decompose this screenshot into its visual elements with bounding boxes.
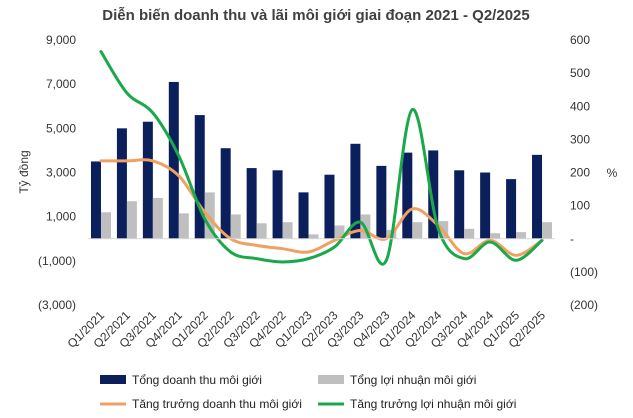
profit-bar (490, 233, 501, 239)
y-left-tick-label: 9,000 (46, 33, 76, 47)
y-left-tick-label: (1,000) (38, 254, 76, 268)
revenue-bar (168, 81, 179, 239)
profit-bar (412, 222, 423, 239)
y-right-tick-label: 200 (570, 166, 590, 180)
profit-bar (542, 222, 553, 239)
revenue-bar (246, 168, 257, 239)
y-right-tick-label: 600 (570, 33, 590, 47)
revenue-bar (376, 165, 387, 239)
profit-bar (516, 232, 527, 239)
revenue-bar (298, 192, 309, 239)
y-right-tick-label: - (570, 232, 574, 246)
y-right-tick-label: (100) (570, 265, 598, 279)
y-right-tick-label: 500 (570, 66, 590, 80)
revenue-bar (350, 143, 361, 239)
y-left-tick-label: 5,000 (46, 121, 76, 135)
revenue-bar (428, 150, 439, 239)
profit-bar (152, 197, 163, 239)
profit-bar (308, 234, 319, 239)
legend-label: Tăng trưởng lợi nhuận môi giới (350, 397, 516, 411)
legend-swatch (100, 375, 126, 384)
revenue-bar (90, 161, 101, 239)
y-right-tick-label: 300 (570, 132, 590, 146)
y-right-tick-label: 100 (570, 199, 590, 213)
profit-bar (178, 213, 189, 239)
profit-bar (126, 201, 137, 239)
profit-bar (256, 223, 267, 239)
revenue-bar (272, 170, 283, 239)
profit-bar (230, 214, 241, 239)
revenue-bar (324, 174, 335, 239)
y-left-tick-label: 7,000 (46, 77, 76, 91)
plot-area (90, 50, 553, 266)
profit-growth-line (99, 50, 544, 266)
profit-bar (204, 192, 215, 239)
revenue-bar (532, 154, 543, 239)
profit-bar (282, 222, 293, 239)
revenue-bar (194, 115, 205, 239)
legend-label: Tổng doanh thu môi giới (132, 373, 262, 387)
legend-label: Tổng lợi nhuận môi giới (350, 373, 476, 387)
y-left-tick-label: (3,000) (38, 298, 76, 312)
revenue-bar (142, 121, 153, 239)
y-right-tick-label: 400 (570, 99, 590, 113)
legend: Tổng doanh thu môi giới Tổng lợi nhuận mô… (100, 373, 516, 411)
revenue-bar (454, 170, 465, 239)
legend-swatch (318, 375, 344, 384)
revenue-bar (402, 152, 413, 239)
y-right-tick-label: (200) (570, 298, 598, 312)
profit-bar (334, 225, 345, 239)
profit-bar (100, 212, 111, 239)
revenue-growth-line (99, 158, 544, 257)
revenue-bar (480, 172, 491, 239)
y-axis-label-left: Tỷ đồng (17, 150, 31, 193)
revenue-bar (506, 179, 517, 239)
chart-title: Diễn biến doanh thu và lãi môi giới giai… (102, 7, 529, 24)
y-axis-label-right: % (607, 166, 618, 180)
revenue-bar (220, 148, 231, 239)
y-left-tick-label: 1,000 (46, 210, 76, 224)
profit-bar (464, 228, 475, 239)
legend-label: Tăng trưởng doanh thu môi giới (132, 397, 302, 411)
y-left-tick-label: 3,000 (46, 166, 76, 180)
revenue-bar (116, 128, 127, 239)
